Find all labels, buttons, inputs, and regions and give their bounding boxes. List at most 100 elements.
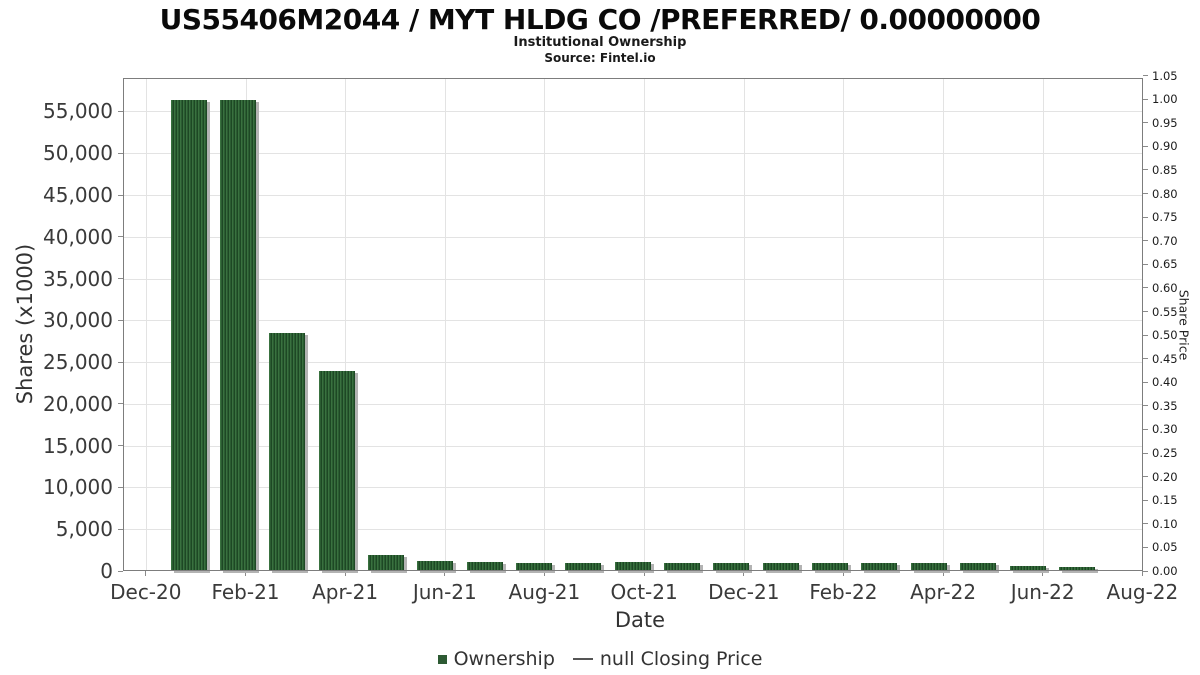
y-axis-left-tick-label: 35,000 bbox=[43, 266, 113, 291]
y-axis-right-tick-label: 0.85 bbox=[1152, 162, 1178, 177]
gridline-vertical bbox=[644, 78, 646, 571]
y-axis-left-tick bbox=[118, 278, 123, 279]
gridline-vertical bbox=[544, 78, 546, 571]
y-axis-right-tick-label: 0.05 bbox=[1152, 540, 1178, 555]
y-axis-right-tick bbox=[1143, 546, 1148, 548]
x-axis-tick-label: Dec-21 bbox=[708, 580, 780, 604]
gridline-vertical bbox=[843, 78, 845, 571]
y-axis-right-tick bbox=[1143, 311, 1148, 312]
x-axis-tick-label: Feb-21 bbox=[211, 580, 280, 604]
y-axis-right-label: Share Price bbox=[1176, 289, 1192, 361]
chart-source: Source: Fintel.io bbox=[544, 51, 656, 65]
ownership-bar bbox=[515, 562, 552, 571]
y-axis-right-tick-label: 0.10 bbox=[1152, 516, 1178, 531]
x-axis-tick bbox=[344, 571, 346, 576]
x-axis-tick bbox=[1042, 571, 1044, 576]
y-axis-right-tick-label: 0.00 bbox=[1152, 564, 1178, 578]
x-axis-tick-label: Jun-22 bbox=[1010, 580, 1075, 604]
y-axis-left-tick bbox=[118, 110, 123, 112]
y-axis-right-tick bbox=[1143, 169, 1148, 171]
y-axis-left-tick-label: 50,000 bbox=[43, 141, 113, 166]
gridline-vertical bbox=[943, 78, 945, 571]
y-axis-right-tick-label: 0.75 bbox=[1152, 210, 1178, 225]
chart-subtitle: Institutional Ownership bbox=[513, 35, 687, 50]
gridline-vertical bbox=[444, 78, 446, 571]
gridline-horizontal bbox=[123, 278, 1143, 280]
y-axis-left-tick-label: 10,000 bbox=[43, 475, 113, 500]
y-axis-left-tick-label: 0 bbox=[100, 559, 113, 583]
y-axis-right-tick bbox=[1143, 452, 1148, 454]
legend-ownership-label: Ownership bbox=[453, 648, 555, 670]
ownership-bar bbox=[664, 563, 700, 571]
x-axis-tick bbox=[743, 571, 745, 576]
ownership-bar bbox=[960, 562, 997, 571]
y-axis-left-tick-label: 55,000 bbox=[43, 99, 113, 124]
x-axis-tick bbox=[643, 571, 645, 576]
y-axis-right-tick bbox=[1143, 476, 1148, 478]
y-axis-right-tick-label: 0.35 bbox=[1152, 398, 1178, 413]
y-axis-right-tick-label: 1.00 bbox=[1152, 92, 1178, 107]
ownership-bar bbox=[417, 561, 454, 571]
y-axis-left-tick bbox=[118, 486, 123, 488]
legend-price-label: null Closing Price bbox=[599, 648, 763, 670]
y-axis-left-tick-label: 25,000 bbox=[43, 350, 113, 375]
ownership-bar bbox=[861, 562, 898, 571]
y-axis-left-tick bbox=[118, 361, 123, 363]
y-axis-left-tick bbox=[118, 194, 123, 196]
gridline-horizontal bbox=[123, 195, 1143, 196]
x-axis-tick bbox=[942, 571, 944, 576]
x-axis-tick-label: Apr-22 bbox=[910, 580, 977, 604]
gridline-vertical bbox=[1142, 78, 1144, 571]
y-axis-right-tick bbox=[1143, 263, 1148, 265]
ownership-bar bbox=[367, 555, 404, 571]
y-axis-right-tick-label: 0.70 bbox=[1152, 233, 1178, 248]
gridline-vertical bbox=[345, 78, 347, 571]
y-axis-left-tick bbox=[118, 445, 123, 447]
y-axis-right-tick bbox=[1143, 358, 1148, 360]
y-axis-right-tick-label: 0.55 bbox=[1152, 304, 1178, 319]
legend-ownership-swatch-icon bbox=[437, 654, 447, 664]
x-axis-tick-label: Aug-22 bbox=[1106, 580, 1179, 604]
y-axis-right-tick bbox=[1143, 122, 1148, 124]
x-axis-tick bbox=[543, 571, 545, 576]
y-axis-right-tick bbox=[1143, 75, 1148, 76]
y-axis-left-tick-label: 15,000 bbox=[43, 433, 113, 458]
ownership-bar bbox=[219, 99, 256, 571]
y-axis-right-tick-label: 0.20 bbox=[1152, 469, 1178, 484]
ownership-bar bbox=[614, 562, 651, 571]
y-axis-left-tick bbox=[118, 528, 123, 530]
y-axis-right-tick bbox=[1143, 334, 1148, 336]
ownership-bar bbox=[762, 562, 799, 571]
x-axis-label: Date bbox=[0, 608, 1200, 632]
chart-title: US55406M2044 / MYT HLDG CO /PREFERRED/ 0… bbox=[159, 3, 1041, 36]
y-axis-right-tick bbox=[1143, 499, 1148, 501]
y-axis-left-tick-label: 30,000 bbox=[43, 308, 113, 333]
y-axis-right-tick-label: 0.50 bbox=[1152, 328, 1178, 342]
y-axis-right-tick-label: 0.65 bbox=[1152, 257, 1178, 272]
gridline-horizontal bbox=[123, 529, 1143, 531]
gridline-horizontal bbox=[123, 236, 1143, 238]
ownership-bar bbox=[170, 99, 207, 571]
x-axis-tick-label: Aug-21 bbox=[508, 580, 581, 604]
x-axis-tick-label: Dec-20 bbox=[110, 580, 182, 604]
gridline-horizontal bbox=[123, 487, 1143, 489]
x-axis-tick-label: Jun-21 bbox=[412, 580, 477, 604]
ownership-bar bbox=[910, 562, 947, 571]
y-axis-left-tick-label: 45,000 bbox=[43, 183, 113, 207]
y-axis-right-tick bbox=[1143, 523, 1148, 525]
y-axis-right-tick-label: 0.45 bbox=[1152, 351, 1178, 366]
y-axis-right-tick bbox=[1143, 428, 1148, 430]
x-axis-label-text: Date bbox=[614, 608, 666, 632]
y-axis-right-tick bbox=[1143, 287, 1148, 289]
y-axis-right-tick bbox=[1143, 193, 1148, 194]
gridline-vertical bbox=[743, 78, 745, 571]
y-axis-right-tick bbox=[1143, 240, 1148, 242]
x-axis-tick-label: Apr-21 bbox=[312, 580, 379, 604]
legend: Ownership null Closing Price bbox=[0, 646, 1200, 672]
y-axis-right-tick bbox=[1143, 216, 1148, 218]
ownership-bar bbox=[565, 563, 602, 571]
ownership-bar bbox=[812, 562, 849, 571]
y-axis-left-tick bbox=[118, 570, 123, 572]
y-axis-right-tick bbox=[1143, 98, 1148, 100]
y-axis-left-tick bbox=[118, 152, 123, 154]
